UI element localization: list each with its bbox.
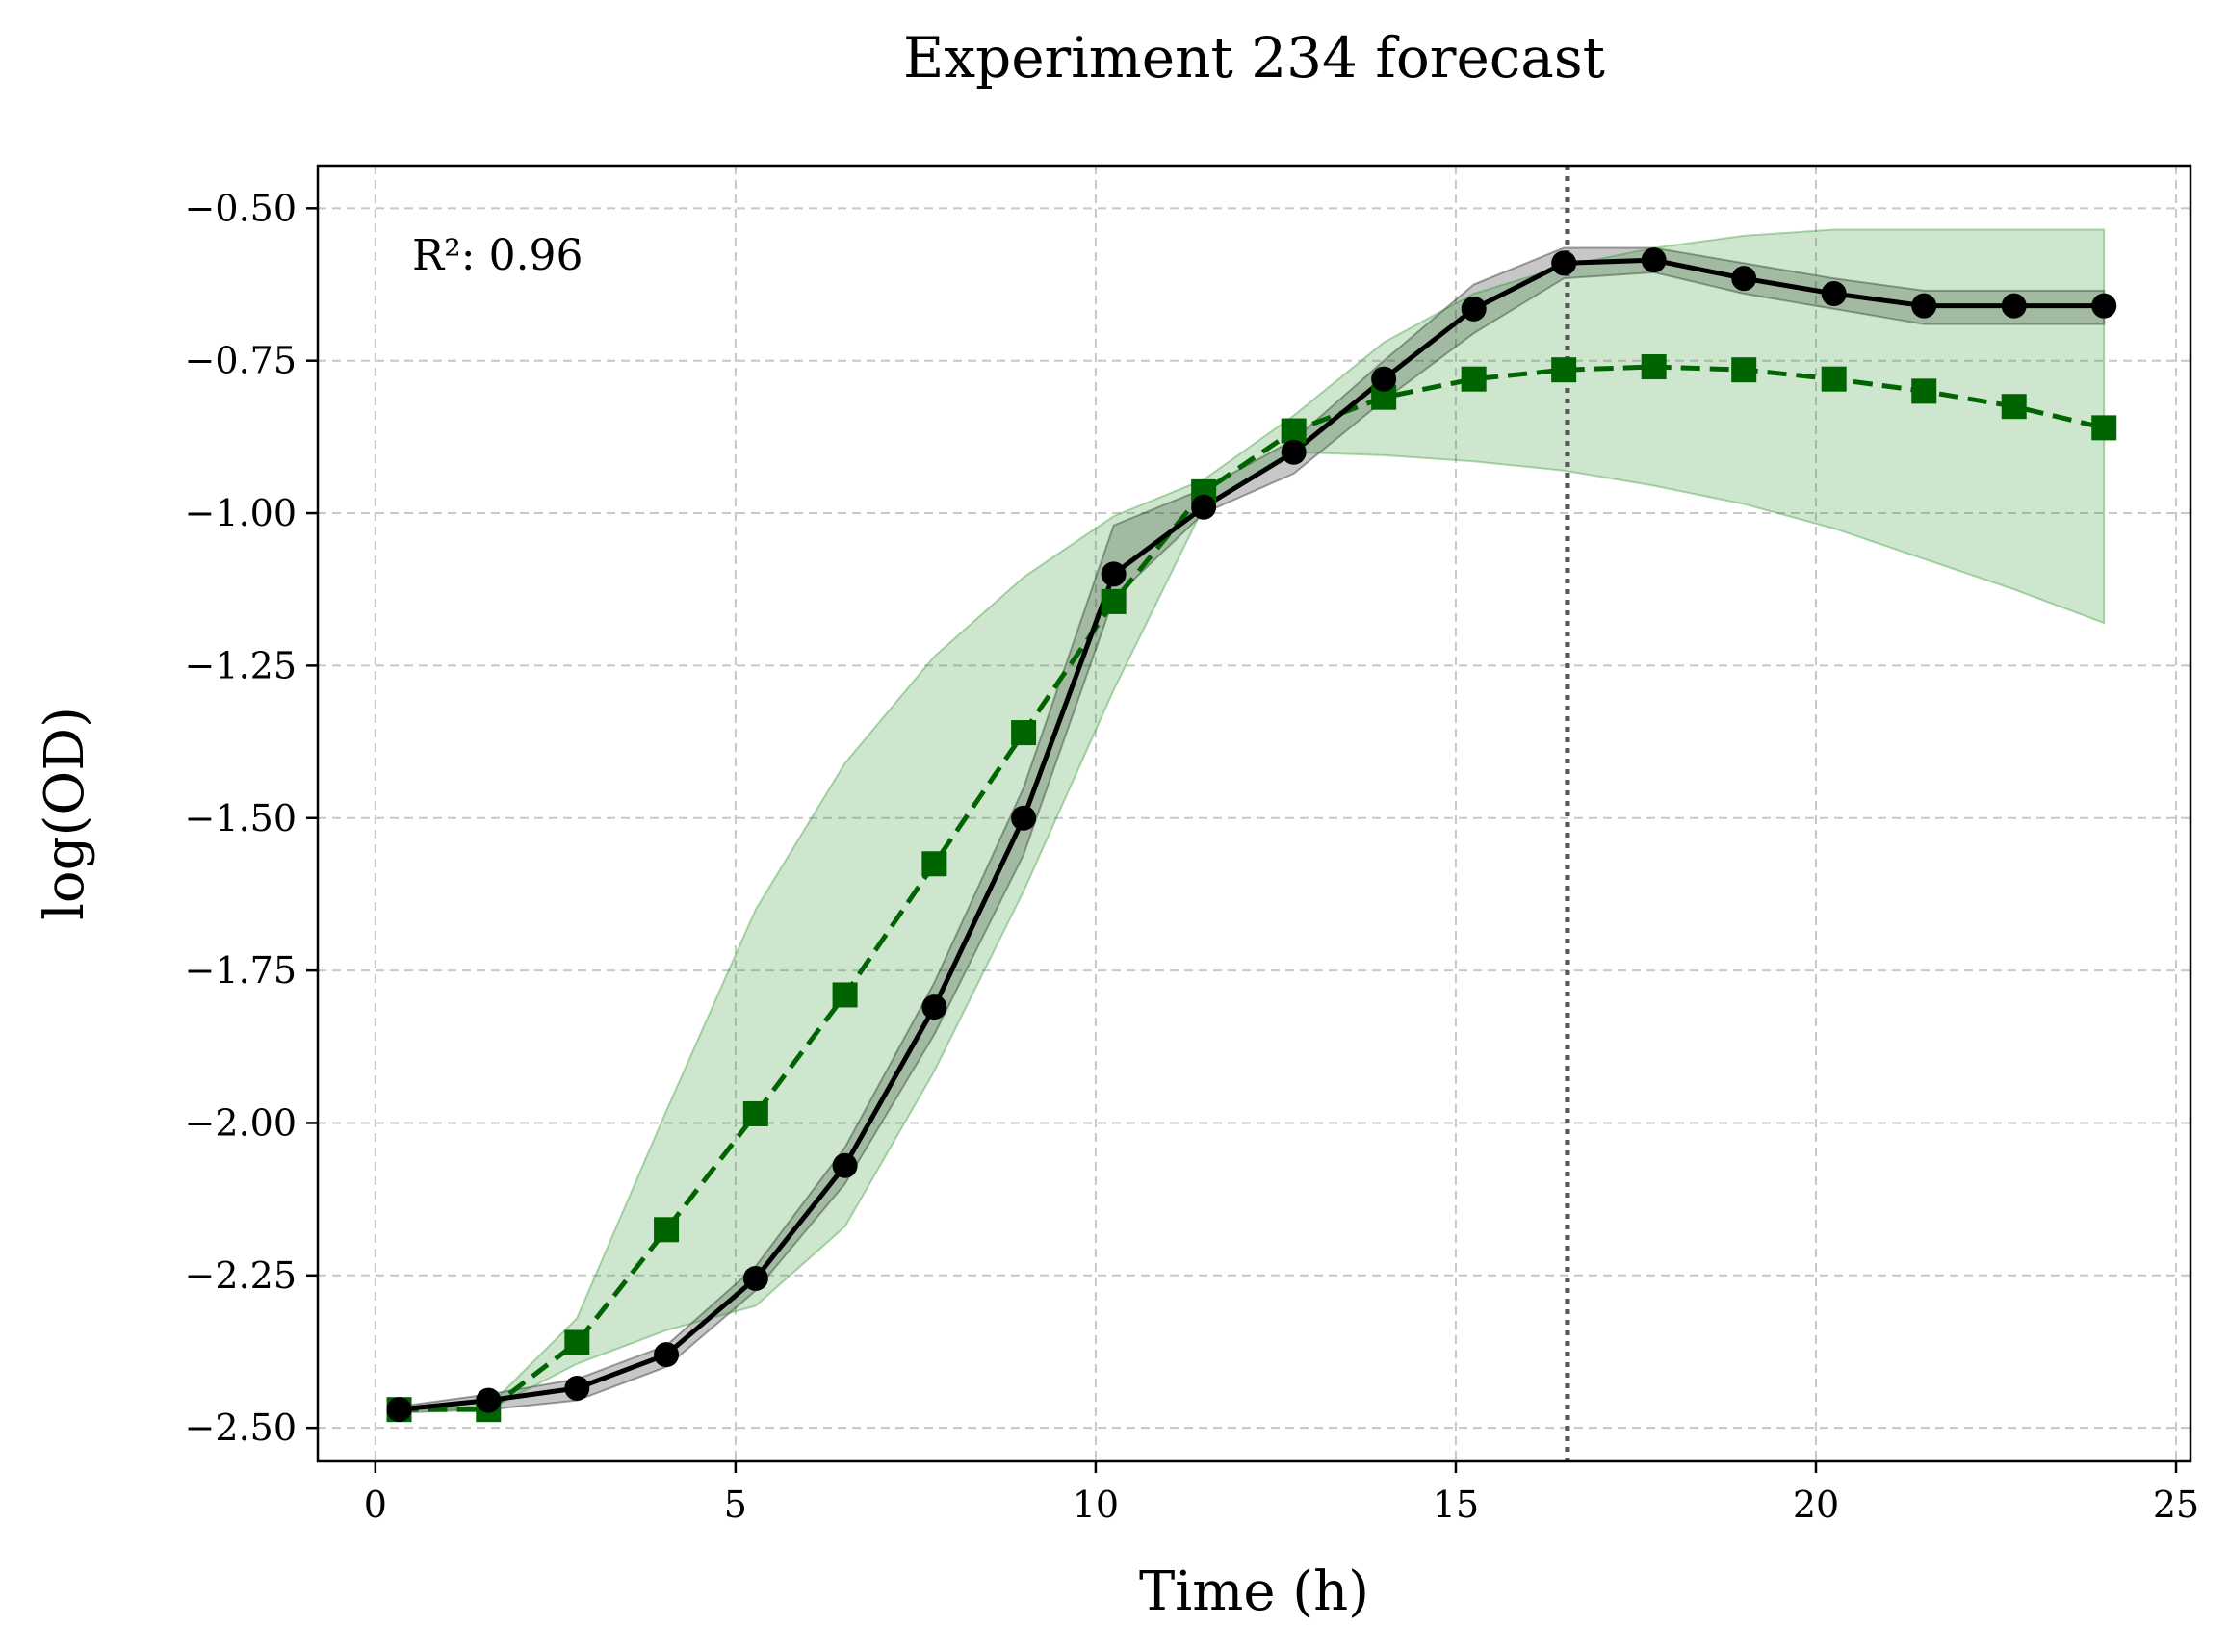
series-markers — [386, 247, 2117, 1423]
forecast-point — [1821, 366, 1847, 392]
observed-point — [1371, 366, 1397, 392]
y-tick-label: −0.50 — [185, 187, 297, 229]
y-tick-label: −1.75 — [185, 949, 297, 992]
observed-point — [564, 1375, 590, 1401]
y-axis-title: log(OD) — [34, 707, 96, 920]
observed-point — [1911, 293, 1937, 319]
forecast-point — [654, 1217, 680, 1243]
r-squared-annotation: R²: 0.96 — [412, 231, 583, 280]
observed-point — [921, 994, 947, 1020]
forecast-point — [1731, 357, 1757, 383]
series-lines — [399, 257, 2105, 1412]
observed-point — [1641, 247, 1667, 273]
plot-frame — [316, 164, 2192, 1463]
y-tick-label: −2.25 — [185, 1254, 297, 1297]
observed-point — [1281, 439, 1307, 465]
forecast-point — [921, 851, 947, 877]
x-tick-label: 20 — [1793, 1484, 1839, 1526]
forecast-point — [1281, 418, 1307, 444]
forecast-point — [742, 1100, 768, 1126]
grid — [318, 166, 2190, 1461]
observed-point — [654, 1342, 680, 1368]
x-tick-label: 0 — [364, 1484, 387, 1526]
observed-point — [2001, 293, 2027, 319]
observed-point — [476, 1387, 502, 1413]
forecast-point — [2001, 394, 2027, 420]
forecast-point — [564, 1329, 590, 1355]
observed-point — [2091, 293, 2117, 319]
observed-band — [398, 246, 2106, 1414]
x-tick-label: 15 — [1433, 1484, 1479, 1526]
forecast-point — [832, 982, 858, 1008]
x-axis-title: Time (h) — [1139, 1561, 1369, 1623]
forecast-point — [1911, 378, 1937, 404]
x-tick-label: 5 — [724, 1484, 747, 1526]
y-tick-label: −2.50 — [185, 1407, 297, 1449]
forecast-point — [2091, 415, 2117, 441]
observed-point — [1461, 296, 1487, 322]
y-tick-label: −1.50 — [185, 797, 297, 839]
chart-title: Experiment 234 forecast — [903, 25, 1605, 90]
observed-point — [1191, 494, 1217, 520]
observed-point — [386, 1397, 412, 1423]
y-tick-label: −0.75 — [185, 340, 297, 382]
x-tick-label: 25 — [2153, 1484, 2199, 1526]
forecast-point — [1461, 366, 1487, 392]
y-tick-label: −1.25 — [185, 644, 297, 686]
x-tick-label: 10 — [1073, 1484, 1119, 1526]
forecast-line — [399, 364, 2105, 1412]
observed-point — [1731, 266, 1757, 292]
forecast-point — [1641, 354, 1667, 380]
axis-ticks: 0 5 10 15 20 25 −0.50 −0.75 −1.00 −1.25 −1.50 −1.75… — [185, 187, 2200, 1526]
observed-point — [742, 1265, 768, 1291]
observed-point — [1011, 805, 1037, 831]
observed-line — [399, 257, 2105, 1412]
observed-point — [832, 1152, 858, 1178]
forecast-point — [1011, 720, 1037, 746]
observed-point — [1821, 281, 1847, 307]
y-tick-label: −1.00 — [185, 492, 297, 534]
observed-point — [1551, 250, 1577, 276]
forecast-point — [1551, 357, 1577, 383]
observed-point — [1101, 561, 1127, 587]
forecast-point — [1101, 588, 1127, 614]
y-tick-label: −2.00 — [185, 1101, 297, 1144]
